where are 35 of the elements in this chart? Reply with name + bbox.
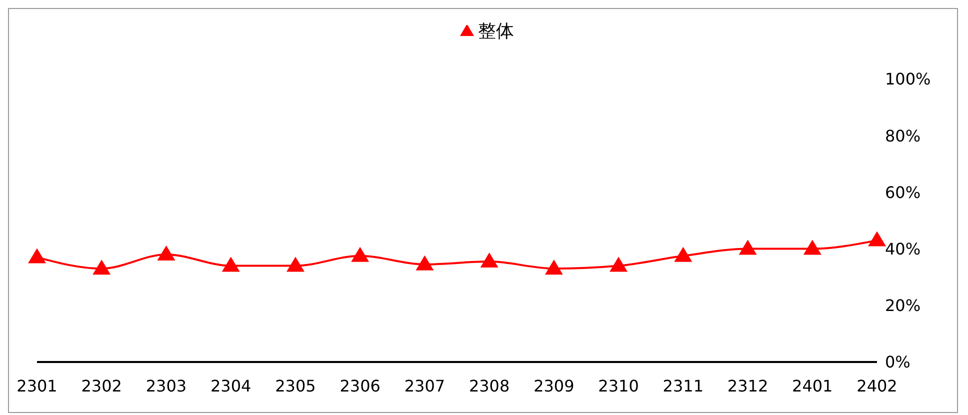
x-tick-label: 2308 xyxy=(468,376,510,396)
point xyxy=(610,256,628,272)
point xyxy=(544,260,563,275)
point xyxy=(92,260,111,275)
y-tick-label: 60% xyxy=(885,182,921,202)
x-tick-label: 2311 xyxy=(662,376,704,396)
x-tick-label: 2301 xyxy=(16,376,58,396)
x-tick-label: 2310 xyxy=(598,376,639,396)
y-tick-label: 0% xyxy=(885,352,910,372)
point xyxy=(351,246,370,262)
y-tick-label: 100% xyxy=(885,70,931,89)
point xyxy=(480,252,498,268)
point xyxy=(416,255,434,270)
point xyxy=(286,256,304,272)
point xyxy=(674,246,692,262)
x-tick-label: 2401 xyxy=(792,376,833,396)
x-tick-label: 2305 xyxy=(275,376,316,396)
point xyxy=(803,240,822,255)
legend-label: 整体 xyxy=(478,21,514,42)
point xyxy=(738,240,757,255)
point xyxy=(222,256,240,272)
x-tick-label: 2303 xyxy=(146,376,187,396)
x-tick-label: 2304 xyxy=(210,376,252,396)
x-tick-label: 2306 xyxy=(340,376,380,396)
point xyxy=(157,245,176,260)
y-tick-label: 40% xyxy=(885,239,921,258)
x-tick-label: 2402 xyxy=(856,376,898,396)
y-tick-label: 20% xyxy=(885,296,921,316)
x-tick-label: 2309 xyxy=(534,376,574,396)
point xyxy=(868,231,886,246)
x-tick-label: 2302 xyxy=(81,376,122,396)
y-tick-label: 80% xyxy=(885,126,921,146)
point xyxy=(28,248,46,264)
x-tick-label: 2312 xyxy=(727,376,768,396)
x-tick-label: 2307 xyxy=(404,376,446,396)
